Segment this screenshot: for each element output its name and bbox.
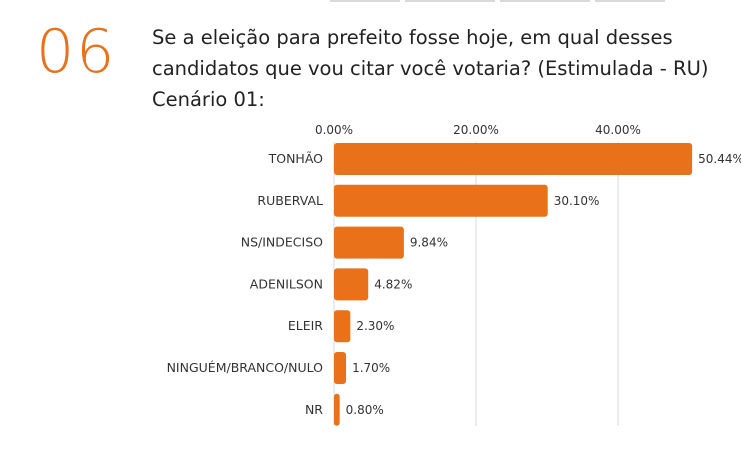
question-number: 06 <box>36 17 117 87</box>
category-label: NINGUÉM/BRANCO/NULO <box>167 360 324 375</box>
data-label: 1.70% <box>352 361 390 375</box>
bar <box>334 226 404 259</box>
bar <box>334 310 351 343</box>
x-tick-label: 40.00% <box>595 123 641 137</box>
bar <box>334 184 548 217</box>
data-label: 4.82% <box>374 277 412 291</box>
category-label: NR <box>305 402 323 417</box>
x-tick-label: 20.00% <box>453 123 499 137</box>
data-label: 50.44% <box>698 152 741 166</box>
category-label: NS/INDECISO <box>241 235 323 250</box>
category-label: RUBERVAL <box>257 193 323 208</box>
bar <box>334 352 347 384</box>
divider-segment <box>330 0 400 2</box>
top-divider-strip <box>0 0 741 6</box>
bar <box>334 393 340 426</box>
divider-segment <box>405 0 495 2</box>
bar <box>334 268 369 301</box>
category-label: ELEIR <box>288 318 323 333</box>
data-label: 30.10% <box>554 194 600 208</box>
question-text: Se a eleição para prefeito fosse hoje, e… <box>152 26 709 111</box>
category-label: ADENILSON <box>250 276 323 291</box>
bar <box>334 143 693 175</box>
data-label: 2.30% <box>356 319 394 333</box>
divider-segment <box>595 0 665 2</box>
data-label: 9.84% <box>410 236 448 250</box>
data-label: 0.80% <box>346 403 384 417</box>
divider-segment <box>500 0 590 2</box>
category-label: TONHÃO <box>268 151 324 166</box>
x-tick-label: 0.00% <box>315 123 353 137</box>
